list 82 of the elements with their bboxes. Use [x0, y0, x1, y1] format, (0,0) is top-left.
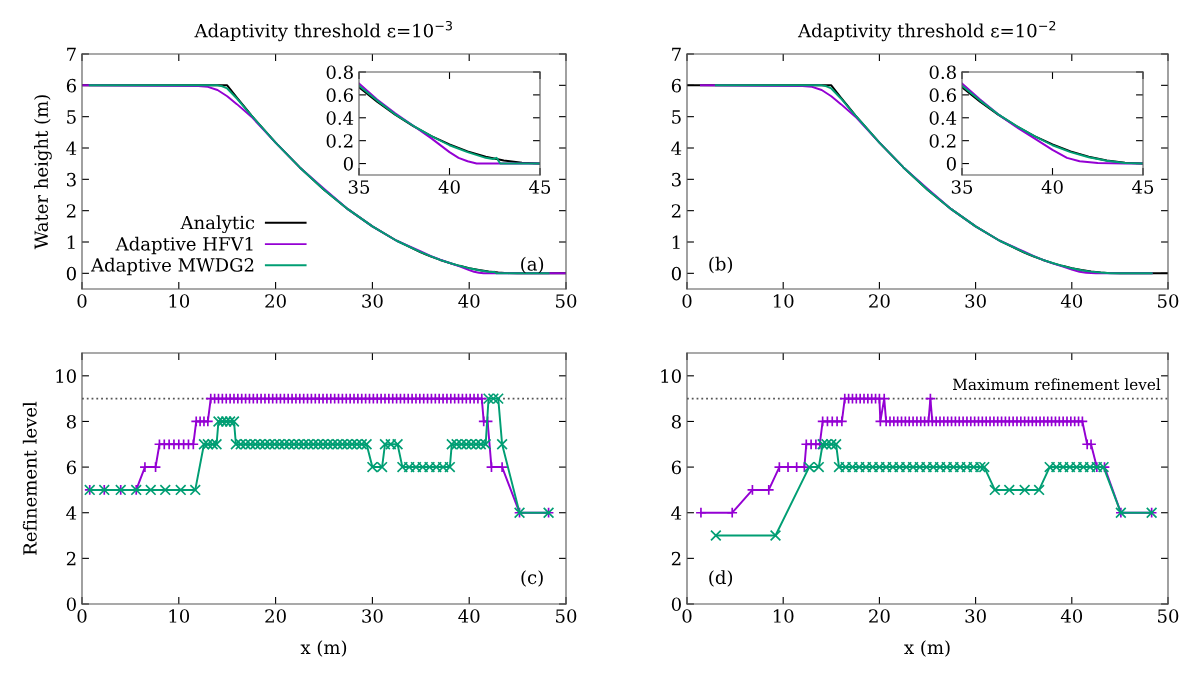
x-tick-label: 30	[965, 294, 986, 308]
y-tick-label: 6	[66, 460, 76, 475]
y-tick-label: 2	[671, 551, 681, 566]
x-tick-label: 40	[1060, 609, 1083, 623]
x-tick-label: 20	[869, 294, 890, 308]
y-tick-label: 10	[56, 369, 76, 383]
x-tick-label: 40	[438, 180, 460, 194]
legend-label: Adaptive HFV1	[115, 236, 253, 255]
y-tick-label: 6	[66, 78, 76, 93]
annotation: (c)	[521, 570, 543, 587]
y-tick-label: 0.4	[929, 111, 957, 125]
y-tick-label: 7	[672, 47, 681, 61]
y-tick-label: 6	[671, 78, 681, 93]
y-tick-label: 1	[672, 235, 680, 249]
chart-title: Adaptivity threshold ε=10$^{−3}$	[194, 20, 452, 42]
x-axis-title: x (m)	[904, 640, 950, 657]
y-tick-label: 6	[671, 460, 681, 475]
y-tick-label: 2	[671, 204, 681, 218]
x-tick-label: 35	[348, 180, 370, 194]
x-tick-label: 0	[682, 609, 692, 623]
x-tick-label: 0	[77, 294, 87, 308]
y-tick-label: 5	[67, 110, 76, 124]
annotation: (b)	[709, 256, 733, 274]
x-tick-label: 35	[951, 180, 973, 194]
y-tick-label: 4	[66, 506, 77, 520]
y-tick-label: 3	[67, 172, 76, 187]
y-tick-label: 0.8	[326, 65, 353, 80]
x-tick-label: 50	[1158, 609, 1179, 623]
y-tick-label: 8	[671, 414, 681, 429]
chart-title: Adaptivity threshold ε=10$^{−2}$	[797, 20, 1056, 42]
x-tick-label: 40	[458, 294, 480, 308]
x-tick-label: 30	[362, 609, 383, 623]
y-tick-label: 2	[66, 551, 76, 566]
y-tick-label: 5	[672, 110, 681, 124]
y-tick-label: 3	[672, 172, 681, 187]
y-tick-label: 1	[67, 235, 75, 249]
y-axis-title: Water height (m)	[34, 95, 52, 250]
x-tick-label: 30	[965, 609, 986, 623]
x-tick-label: 10	[773, 609, 794, 623]
ref-line-label: Maximum refinement level	[953, 378, 1161, 391]
y-tick-label: 8	[66, 414, 76, 429]
legend-label: Adaptive MWDG2	[90, 257, 254, 276]
y-tick-label: 0	[946, 157, 956, 171]
x-tick-label: 50	[1158, 294, 1179, 308]
x-tick-label: 0	[682, 294, 692, 308]
x-tick-label: 40	[1041, 180, 1063, 194]
y-tick-label: 0	[671, 266, 681, 281]
x-tick-label: 20	[265, 294, 286, 308]
y-tick-label: 0.4	[326, 111, 354, 125]
x-tick-label: 0	[77, 609, 87, 623]
annotation: (a)	[521, 256, 544, 274]
y-tick-label: 7	[67, 47, 76, 61]
y-tick-label: 4	[66, 141, 77, 155]
x-tick-label: 10	[169, 294, 190, 308]
y-tick-label: 2	[66, 204, 76, 218]
x-tick-label: 30	[362, 294, 383, 308]
legend-label: Analytic	[180, 215, 255, 234]
y-tick-label: 0	[66, 266, 76, 281]
y-tick-label: 4	[671, 506, 682, 520]
x-tick-label: 50	[556, 609, 577, 623]
y-tick-label: 0	[671, 597, 681, 612]
x-tick-label: 45	[529, 180, 551, 194]
y-axis-title: Refinement level	[22, 401, 37, 555]
x-tick-label: 40	[1060, 294, 1083, 308]
y-tick-label: 10	[661, 369, 681, 383]
y-tick-label: 0.6	[326, 88, 353, 103]
y-tick-label: 0.2	[326, 134, 353, 148]
y-tick-label: 4	[671, 141, 682, 155]
x-tick-label: 10	[169, 609, 190, 623]
x-axis-title: x (m)	[300, 640, 347, 657]
y-tick-label: 0	[66, 597, 76, 612]
y-tick-label: 0.8	[929, 65, 956, 80]
x-tick-label: 50	[556, 294, 577, 308]
x-tick-label: 40	[458, 609, 480, 623]
x-tick-label: 45	[1132, 180, 1154, 194]
x-tick-label: 20	[265, 609, 286, 623]
y-tick-label: 0.2	[929, 134, 956, 148]
x-tick-label: 10	[773, 294, 794, 308]
annotation: (d)	[709, 570, 733, 587]
x-tick-label: 20	[869, 609, 890, 623]
y-tick-label: 0	[343, 157, 353, 171]
y-tick-label: 0.6	[929, 88, 956, 103]
